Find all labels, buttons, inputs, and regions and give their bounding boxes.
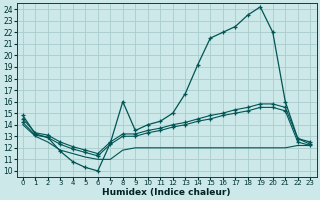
X-axis label: Humidex (Indice chaleur): Humidex (Indice chaleur) [102, 188, 231, 197]
